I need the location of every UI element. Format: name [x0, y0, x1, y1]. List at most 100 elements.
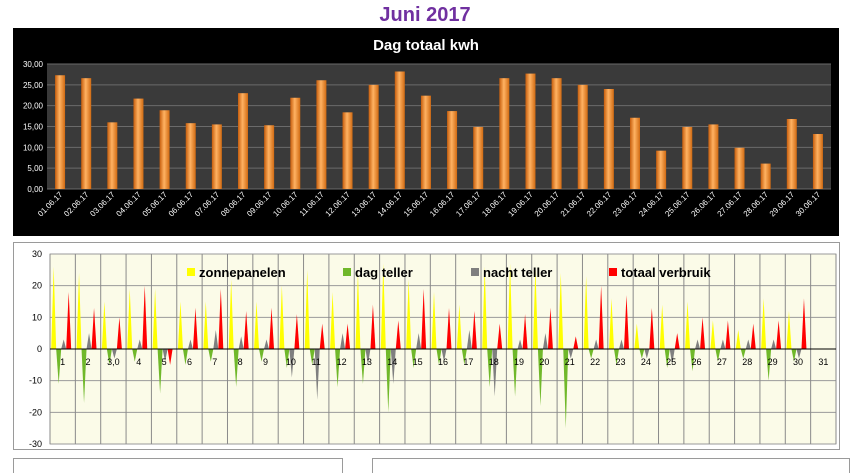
chart1-bar: [81, 78, 92, 189]
chart2-y-tick-label: 10: [32, 312, 42, 322]
chart2-x-label: 11: [312, 357, 321, 367]
chart1-bar: [682, 126, 693, 189]
chart2-x-label: 24: [641, 357, 651, 367]
spike-zonnepanelen: [203, 301, 209, 349]
spike-nacht-teller: [137, 339, 143, 349]
spike-zonnepanelen: [355, 273, 361, 349]
chart1-bar: [551, 78, 562, 189]
chart2-x-label: 23: [615, 357, 625, 367]
spike-totaal-verbruik: [294, 314, 300, 349]
legend-swatch-dag-teller: [343, 268, 351, 276]
spike-dag-teller: [106, 349, 112, 365]
chart2-x-label: 15: [413, 357, 423, 367]
chart1-bar: [342, 112, 353, 189]
chart2-x-label: 13: [362, 357, 372, 367]
spike-nacht-teller: [669, 349, 675, 365]
chart1-bar: [211, 124, 222, 189]
chart2-x-label: 19: [514, 357, 524, 367]
chart1-bar: [368, 84, 379, 189]
spike-totaal-verbruik: [700, 317, 706, 349]
spike-nacht-teller: [86, 333, 92, 349]
spike-dag-teller: [284, 349, 290, 368]
spike-dag-teller: [461, 349, 467, 365]
chart1-bar: [603, 89, 614, 189]
spike-dag-teller: [259, 349, 265, 362]
spike-zonnepanelen: [659, 304, 665, 349]
chart2-x-label: 22: [590, 357, 600, 367]
chart2-x-label: 28: [742, 357, 752, 367]
spike-totaal-verbruik: [243, 311, 249, 349]
chart1-y-tick-label: 5,00: [27, 164, 43, 173]
spike-zonnepanelen: [558, 273, 564, 349]
spike-totaal-verbruik: [674, 333, 680, 349]
spike-dag-teller: [157, 349, 163, 394]
chart1-bar: [525, 73, 536, 189]
daily-breakdown-chart: 1 2 3,0 4 5 6 7 8 9 10 11 12 13 14 15 16 17 18 19 20 21 22 23 2…: [13, 242, 840, 450]
spike-nacht-teller: [745, 339, 751, 349]
chart1-bar: [133, 98, 144, 189]
chart1-bar: [473, 126, 484, 189]
chart1-y-tick-label: 25,00: [23, 81, 44, 90]
spike-dag-teller: [613, 349, 619, 365]
spike-dag-teller: [487, 349, 493, 387]
spike-zonnepanelen: [127, 288, 133, 349]
spike-dag-teller: [233, 349, 239, 387]
spike-zonnepanelen: [786, 311, 792, 349]
chart2-x-label: 12: [337, 357, 347, 367]
spike-totaal-verbruik: [421, 288, 427, 349]
spike-nacht-teller: [314, 349, 320, 400]
chart2-x-label: 16: [438, 357, 448, 367]
chart1-bar: [55, 75, 66, 189]
chart1-bar: [159, 110, 170, 189]
spike-dag-teller: [791, 349, 797, 362]
spike-totaal-verbruik: [725, 320, 731, 349]
legend-swatch-totaal-verbruik: [609, 268, 617, 276]
spike-zonnepanelen: [304, 269, 310, 349]
spike-totaal-verbruik: [598, 285, 604, 349]
spike-dag-teller: [385, 349, 391, 413]
chart2-x-label: 21: [565, 357, 575, 367]
chart1-bar: [577, 84, 588, 189]
chart1-bar: [238, 93, 248, 189]
spike-nacht-teller: [593, 339, 599, 349]
spike-nacht-teller: [264, 339, 270, 349]
chart1-bar: [107, 122, 118, 189]
spike-dag-teller: [436, 349, 442, 365]
spike-totaal-verbruik: [319, 323, 325, 349]
spike-dag-teller: [690, 349, 696, 372]
spike-totaal-verbruik: [547, 307, 553, 349]
spike-zonnepanelen: [177, 301, 183, 349]
chart2-y-tick-label: -30: [29, 439, 42, 449]
chart2-y-tick-label: 30: [32, 249, 42, 259]
spike-zonnepanelen: [710, 320, 716, 349]
legend-swatch-nacht-teller: [471, 268, 479, 276]
spike-zonnepanelen: [583, 276, 589, 349]
chart2-x-label: 2: [86, 357, 91, 367]
spike-totaal-verbruik: [750, 323, 756, 349]
chart2-x-label: 7: [212, 357, 217, 367]
chart2-x-label: 29: [768, 357, 778, 367]
spike-zonnepanelen: [507, 263, 513, 349]
spike-totaal-verbruik: [370, 304, 376, 349]
spike-nacht-teller: [61, 339, 67, 349]
legend-label-nacht-teller: nacht teller: [483, 265, 552, 280]
chart2-x-label: 14: [387, 357, 397, 367]
spike-nacht-teller: [111, 349, 117, 359]
spike-zonnepanelen: [380, 263, 386, 349]
spike-totaal-verbruik: [522, 314, 528, 349]
spike-dag-teller: [335, 349, 341, 387]
spike-dag-teller: [182, 349, 188, 365]
spike-zonnepanelen: [228, 279, 234, 349]
chart2-x-label: 5: [162, 357, 167, 367]
spike-totaal-verbruik: [649, 307, 655, 349]
spike-dag-teller: [132, 349, 138, 362]
spike-zonnepanelen: [532, 266, 538, 349]
legend-label-dag-teller: dag teller: [355, 265, 413, 280]
chart1-y-tick-label: 15,00: [23, 123, 44, 132]
spike-totaal-verbruik: [801, 298, 807, 349]
spike-nacht-teller: [340, 333, 346, 349]
spike-nacht-teller: [162, 349, 168, 362]
spike-zonnepanelen: [735, 330, 741, 349]
spike-zonnepanelen: [254, 301, 260, 349]
spike-nacht-teller: [618, 339, 624, 349]
